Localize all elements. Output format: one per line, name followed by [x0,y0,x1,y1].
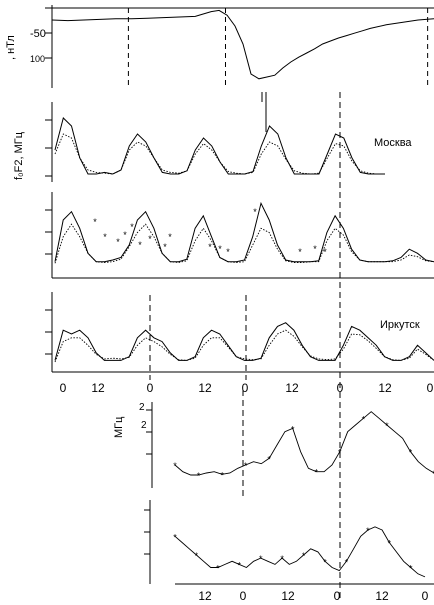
panel-3-star-point: * [226,247,230,257]
panel-4-xtick-label: 0 [337,381,344,395]
panel-4-xtick-label: 0 [60,381,67,395]
panel-2-series-solid [54,117,385,175]
panel-6-star-point: * [366,526,370,536]
panel-6-star-point: * [409,564,413,574]
panel-6-star-point: * [345,557,349,567]
panel-6-star-point: * [259,554,263,564]
panel-3-star-point: * [93,217,97,227]
panel-5-star-point: * [385,421,389,431]
label-moscow: Москва [374,137,412,149]
panel-5-star-point: * [244,461,248,471]
panel-6-star-point: * [388,539,392,549]
panel-3-star-point: * [103,232,107,242]
panel-5-star-point: * [432,469,434,479]
panel-1-tick-minus100: 100 [30,54,45,64]
panel-5-star-point: * [315,468,319,478]
panel-5-star-point: * [362,414,366,424]
data-series: * * * * * * * * * * * * * * * * * * * * * * * * * * * * * * * * * * * * * * * * [51,9,434,578]
panel-6-xtick-label: 0 [334,589,341,603]
panel-6-star-point: * [280,554,284,564]
day-boundary-lines [127,8,429,600]
panel-5-tick-mid: 2 [141,420,147,431]
panel-5-star-point: * [291,424,295,434]
panel-3-series-dotted [54,223,434,264]
panel-5-star-point: * [197,471,201,481]
panel-6-series-line [174,526,426,578]
panel-4-axes [45,292,434,373]
x-tick-labels: 0 12 0 12 0 12 0 12 0 12 0 12 0 12 0 [60,381,434,603]
panel-3-star-point: * [148,234,152,244]
panel-1-series-line [51,9,434,80]
panel-3-axes [45,192,434,279]
panel-1-axes [45,5,434,88]
panel-2-ylabel: f₀F2, МГц [13,131,25,180]
panel-3-star-point: * [138,240,142,250]
panel-3-star-point: * [168,232,172,242]
panel-6-axes [144,500,434,585]
panel-6-star-point: * [238,560,242,570]
panel-3-star-point: * [298,247,302,257]
panel-4-xtick-label: 12 [378,381,392,395]
panel-6-star-point: * [173,532,177,542]
panel-4-xtick-label: 0 [427,381,434,395]
panel-5-series-line [174,411,434,476]
panel-3-star-point: * [123,230,127,240]
panel-5-tick-top: 2 [139,402,145,413]
panel-5-star-point: * [409,448,413,458]
panel-4-xtick-label: 0 [242,381,249,395]
panel-6-xtick-label: 12 [281,589,295,603]
panel-3-star-point: * [163,242,167,252]
panel-3-star-point: * [130,222,134,232]
panel-3-star-point: * [323,247,327,257]
panel-6-star-point: * [216,564,220,574]
panel-4-xtick-label: 12 [285,381,299,395]
panel-3-star-point: * [116,237,120,247]
panel-3-star-point: * [208,242,212,252]
panel-6-star-point: * [323,557,327,567]
panel-2-series-dotted [54,133,385,175]
panel-5-ylabel: МГц [113,416,125,438]
panel-6-star-point: * [195,551,199,561]
panel-5-star-point: * [173,461,177,471]
panel-3-star-point: * [313,244,317,254]
panel-4-xtick-label: 12 [198,381,212,395]
panel-6-xtick-label: 0 [240,589,247,603]
panel-1-tick-minus50: -50 [30,28,46,40]
panel-5-axes [146,402,153,488]
panel-6-xtick-label: 0 [422,589,429,603]
panel-4-xtick-label: 12 [91,381,105,395]
panel-3-star-point: * [253,207,257,217]
panel-5-star-point: * [220,470,224,480]
label-irkutsk: Иркутск [380,319,420,331]
panel-5-star-point: * [267,454,271,464]
panel-6-star-point: * [302,551,306,561]
panel-2-axes [45,92,267,182]
panel-3-series-solid [54,201,434,263]
panel-4-xtick-label: 0 [147,381,154,395]
panel-6-xtick-label: 12 [198,589,212,603]
panel-4-series-solid [54,322,434,361]
panel-5-star-point: * [338,448,342,458]
panel-1-ylabel: , нТл [5,35,17,60]
panel-3-star-point: * [218,244,222,254]
panel-6-xtick-label: 12 [375,589,389,603]
